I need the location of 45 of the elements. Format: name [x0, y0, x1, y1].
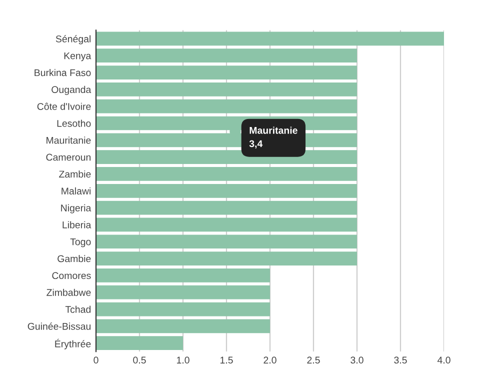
- y-tick-label: Côte d'Ivoire: [37, 102, 91, 110]
- bar: [96, 268, 270, 282]
- y-tick-label: Comores: [52, 272, 91, 280]
- y-tick-label: Liberia: [62, 221, 92, 228]
- bar: [96, 167, 357, 181]
- bar: [96, 285, 270, 300]
- x-tick-label: 3.0: [350, 356, 364, 364]
- x-tick-label: 3.5: [394, 356, 407, 364]
- y-tick-label: Tchad: [65, 306, 91, 313]
- bar: [96, 234, 357, 249]
- x-tick-label: 0: [94, 356, 98, 364]
- x-tick-label: 4.0: [437, 356, 450, 364]
- y-tick-label: Mauritanie: [46, 136, 91, 144]
- y-tick-label: Ouganda: [52, 86, 92, 95]
- x-tick-label: 2.5: [307, 356, 320, 364]
- bar: [96, 82, 357, 96]
- x-tick-label: 2.0: [264, 356, 276, 364]
- y-tick-label: Zimbabwe: [46, 288, 91, 296]
- y-tick-label: Lesotho: [57, 120, 91, 127]
- bar: [96, 200, 357, 215]
- bar: [96, 336, 183, 350]
- y-tick-label: Guinée-Bissau: [28, 322, 90, 330]
- y-tick-label: Malawi: [62, 187, 90, 195]
- bar: [96, 48, 357, 63]
- y-tick-label: Gambie: [58, 255, 91, 262]
- y-tick-label: Burkina Faso: [34, 68, 91, 76]
- x-tick-label: 1.0: [176, 356, 190, 364]
- y-tick-label: Sénégal: [56, 35, 90, 44]
- y-tick-label: Érythrée: [55, 338, 91, 350]
- bar: [96, 252, 357, 266]
- y-tick-label: Cameroun: [46, 154, 91, 161]
- y-tick-label: Zambie: [59, 170, 91, 178]
- bar: [96, 184, 357, 198]
- x-tick-label: 1.5: [220, 356, 233, 364]
- x-tick-label: 0.5: [133, 356, 146, 364]
- y-tick-label: Kenya: [64, 52, 92, 62]
- annotation: Mauritanie 3,4: [249, 126, 298, 149]
- bar: [96, 66, 357, 80]
- bar: [96, 218, 357, 232]
- bar: [96, 32, 444, 46]
- y-tick-label: Nigeria: [61, 204, 92, 214]
- bar: [96, 302, 270, 316]
- bar: [96, 99, 357, 114]
- y-tick-label: Togo: [70, 238, 91, 248]
- bar: [96, 319, 270, 334]
